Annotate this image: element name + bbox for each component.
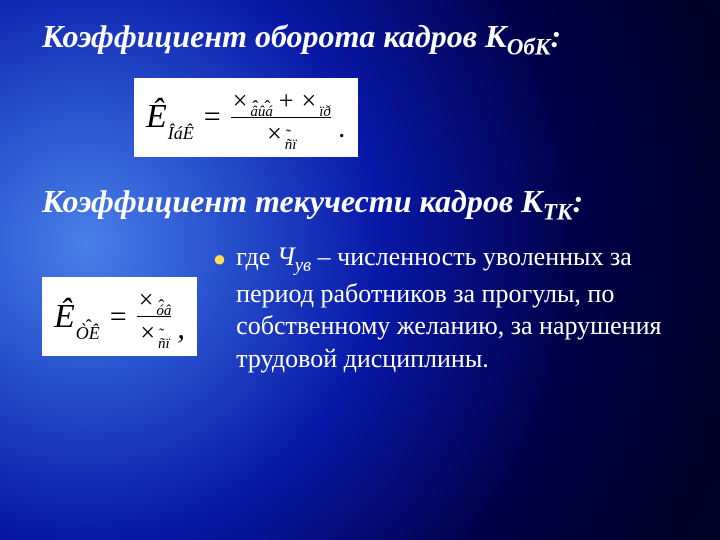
f2-lhs-main: Ê [54, 298, 75, 335]
formula-1-container: Ê ÎáÊ = × ˆ ˆ âûá + × ïð [134, 78, 692, 157]
f2-lhs-var: Ê [54, 300, 75, 334]
formula-1-equation: Ê ÎáÊ = × ˆ ˆ âûá + × ïð [146, 88, 346, 147]
f2-end: , [177, 314, 185, 344]
f2-lhs-sub: ˆ ÒÊ [76, 324, 100, 342]
f1-num-sub1-hat: ˆ [252, 98, 258, 116]
f1-num-s1: × [233, 88, 248, 114]
f2-fraction: × ˆ óâ × ˜ ñï [137, 287, 172, 346]
f1-num-sub1-hat2: ˆ [264, 98, 270, 116]
f2-denominator: × ˜ ñï [138, 320, 169, 346]
title2-main: Коэффициент текучести кадров К [42, 183, 543, 219]
desc-prefix: где [236, 242, 277, 271]
f2-numerator: × ˆ óâ [137, 287, 172, 313]
title-coefficient-fluidity: Коэффициент текучести кадров КТК: [42, 183, 692, 225]
formula-2-equation: Ê ˆ ÒÊ = × ˆ óâ [54, 287, 185, 346]
title1-main: Коэффициент оборота кадров К [42, 18, 507, 54]
f2-lhs: Ê ˆ ÒÊ [54, 300, 100, 334]
f1-num-sub1: ˆ ˆ âûá [250, 105, 273, 120]
f1-lhs-main: Ê [146, 98, 167, 135]
description-block: ● где Чув – численность уволенных за пер… [213, 241, 692, 375]
f1-end: . [339, 115, 346, 143]
f1-num-sub2: ïð [319, 105, 331, 120]
f2-den-s: × [140, 320, 155, 346]
bullet-row: ● где Чув – численность уволенных за пер… [213, 241, 686, 375]
formula-1: Ê ÎáÊ = × ˆ ˆ âûá + × ïð [134, 78, 358, 157]
formula-2-container: Ê ˆ ÒÊ = × ˆ óâ [42, 277, 197, 356]
title2-sub: ТК [543, 198, 573, 224]
f1-den-sub: ˜ ñï [285, 138, 297, 153]
f1-fraction: × ˆ ˆ âûá + × ïð × ˜ [231, 88, 331, 147]
f1-numerator: × ˆ ˆ âûá + × ïð [231, 88, 331, 114]
row-formula2-desc: Ê ˆ ÒÊ = × ˆ óâ [42, 241, 692, 375]
f1-denominator: × ˜ ñï [265, 121, 296, 147]
description-text: где Чув – численность уволенных за перио… [236, 241, 686, 375]
title-coefficient-turnover: Коэффициент оборота кадров КОбК: [42, 18, 692, 60]
bullet-icon: ● [213, 243, 226, 375]
f2-den-sub: ˜ ñï [158, 337, 170, 352]
f2-lhs-sub-hat: ˆ [86, 317, 92, 335]
f2-num-s: × [139, 287, 154, 313]
f1-equals: = [204, 102, 221, 132]
desc-var-sub: ув [295, 255, 311, 276]
f1-lhs-sub: ÎáÊ [168, 124, 194, 142]
slide-root: Коэффициент оборота кадров КОбК: Ê ÎáÊ =… [0, 0, 720, 540]
f2-den-tilde: ˜ [159, 327, 164, 343]
title2-colon: : [573, 183, 584, 219]
f1-lhs: Ê ÎáÊ [146, 100, 194, 134]
f1-num-s2: × [302, 88, 317, 114]
formula-2: Ê ˆ ÒÊ = × ˆ óâ [42, 277, 197, 356]
desc-var: Ч [277, 242, 295, 271]
f1-den-tilde: ˜ [286, 128, 291, 144]
f2-num-sub: ˆ óâ [156, 304, 171, 319]
f1-den-s: × [267, 121, 282, 147]
f2-equals: = [110, 302, 127, 332]
title1-sub: ОбК [507, 33, 551, 59]
f1-fraction-line [231, 117, 331, 118]
f2-num-sub-hat: ˆ [158, 297, 164, 315]
f1-plus: + [279, 88, 294, 114]
title1-colon: : [550, 18, 561, 54]
f1-lhs-var: Ê [146, 100, 167, 134]
